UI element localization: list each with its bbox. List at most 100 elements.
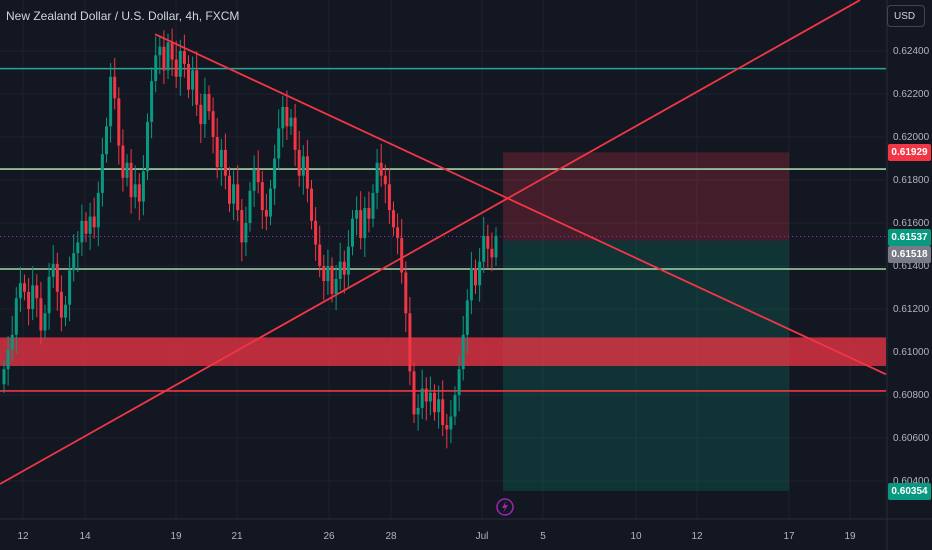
candle-body (117, 98, 121, 146)
candle-body (408, 313, 412, 372)
candle-body (383, 175, 387, 185)
candle-body (72, 253, 76, 271)
candle-body (314, 220, 318, 245)
y-tick-label: 0.62000 (893, 132, 930, 143)
candle-body (379, 162, 383, 176)
candle-body (137, 184, 141, 202)
candle-body (310, 188, 313, 221)
candle-body (59, 291, 63, 318)
candle-body (84, 220, 88, 234)
y-tick-label: 0.62200 (893, 89, 930, 100)
candle-body (158, 46, 162, 56)
candle-body (474, 268, 477, 286)
candle-body (433, 392, 436, 413)
candle-body (211, 111, 215, 137)
candle-body (494, 235, 498, 258)
candle-body (100, 154, 104, 193)
x-tick-label: 28 (385, 531, 397, 542)
currency-button[interactable]: USD (887, 5, 925, 27)
candle-body (428, 392, 432, 402)
candle-body (178, 51, 182, 77)
candle-body (2, 369, 6, 385)
candle-body (162, 46, 166, 71)
candle-body (166, 42, 170, 71)
candle-body (228, 175, 231, 204)
candle-body (121, 145, 125, 178)
candle-body (256, 169, 260, 183)
ascending-trendline (0, 0, 861, 485)
candle-body (223, 149, 227, 176)
y-tick-label: 0.61400 (893, 261, 930, 272)
candle-body (187, 63, 190, 90)
candle-body (96, 192, 100, 228)
stop-loss-zone (503, 152, 789, 241)
candle-body (203, 94, 207, 125)
candle-body (445, 425, 449, 430)
candle-body (371, 192, 375, 219)
candle-body (150, 81, 154, 122)
x-tick-label: 14 (79, 531, 91, 542)
candle-body (478, 261, 482, 286)
candle-body (437, 399, 441, 413)
candle-body (240, 210, 244, 243)
candle-body (113, 76, 117, 99)
candle-body (215, 137, 219, 168)
candle-body (31, 285, 35, 309)
candle-body (35, 285, 39, 299)
candle-body (469, 268, 473, 301)
y-tick-label: 0.61200 (893, 304, 930, 315)
candle-body (322, 266, 326, 282)
x-tick-label: 12 (691, 531, 703, 542)
candle-body (486, 235, 490, 249)
candle-body (269, 188, 272, 217)
candle-body (289, 117, 293, 127)
candle-body (301, 156, 305, 176)
candle-body (465, 300, 469, 335)
candle-body (387, 184, 391, 211)
candle-body (264, 210, 268, 217)
candle-body (10, 334, 14, 350)
y-tick-label: 0.61600 (893, 218, 930, 229)
candle-body (367, 207, 371, 219)
y-tick-label: 0.61800 (893, 175, 930, 186)
candle-body (68, 270, 72, 305)
candle-body (80, 220, 84, 243)
candle-body (461, 334, 465, 370)
candle-body (297, 149, 301, 176)
red-zone (0, 337, 886, 366)
candle-body (182, 51, 186, 64)
candle-body (338, 261, 342, 279)
y-tick-label: 0.60400 (893, 476, 930, 487)
candle-body (326, 266, 330, 282)
x-tick-label: 19 (844, 531, 856, 542)
candle-body (109, 76, 113, 127)
chart-title: New Zealand Dollar / U.S. Dollar, 4h, FX… (6, 9, 240, 23)
candle-body (260, 182, 264, 211)
candle-body (392, 210, 395, 228)
candle-body (141, 171, 145, 202)
x-tick-label: 12 (17, 531, 29, 542)
candle-body (412, 371, 416, 415)
candle-body (416, 407, 420, 415)
candle-body (277, 128, 281, 159)
x-tick-label: 10 (630, 531, 642, 542)
candle-body (199, 104, 203, 125)
candle-body (244, 223, 248, 243)
candle-body (105, 126, 108, 155)
x-tick-label: 26 (323, 531, 335, 542)
candle-body (174, 59, 178, 77)
x-tick-label: 19 (170, 531, 182, 542)
y-tick-label: 0.61000 (893, 347, 930, 358)
candle-body (207, 94, 211, 112)
candle-body (334, 278, 338, 294)
candle-body (219, 149, 223, 168)
candle-body (23, 283, 26, 292)
candle-body (420, 388, 424, 408)
candle-body (482, 235, 486, 262)
candle-body (39, 298, 43, 331)
candle-body (6, 349, 10, 370)
candle-body (346, 246, 350, 275)
candle-body (330, 266, 334, 294)
